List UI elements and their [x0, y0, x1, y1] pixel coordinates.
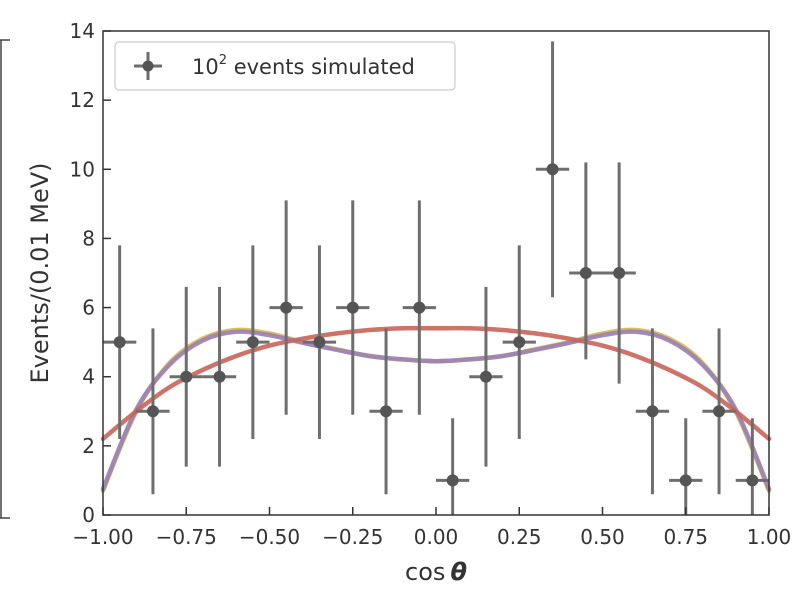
- point-marker: [413, 301, 426, 314]
- fit-curve-2: [100, 329, 772, 492]
- point-marker: [146, 405, 159, 418]
- legend-label-base: 10: [192, 55, 219, 79]
- point-marker: [113, 336, 126, 349]
- data-points: [103, 41, 769, 515]
- y-tick-label: 4: [82, 365, 95, 389]
- point-marker: [446, 474, 459, 487]
- data-point: [103, 245, 137, 439]
- x-tick-label: 1.00: [747, 525, 792, 549]
- data-point: [569, 162, 603, 360]
- point-marker: [579, 267, 592, 279]
- point-marker: [313, 336, 326, 349]
- legend: 102 events simulated: [114, 41, 456, 91]
- point-marker: [246, 336, 259, 349]
- x-axis-label: cos θ: [405, 558, 467, 586]
- data-point: [369, 328, 403, 495]
- x-axis-label-symbol: θ: [450, 558, 467, 586]
- data-point: [169, 286, 203, 467]
- data-point: [269, 200, 303, 415]
- x-tick-label: −0.75: [156, 525, 217, 549]
- y-tick-label: 6: [82, 296, 95, 320]
- x-tick-label: −0.50: [239, 525, 300, 549]
- data-point: [502, 245, 536, 439]
- x-axis-ticks: −1.00 −0.75 −0.50 −0.25 0.00 0.25 0.50 0.75 1.00: [72, 507, 791, 549]
- point-marker: [746, 474, 759, 487]
- data-point: [535, 41, 570, 298]
- x-tick-label: 0.50: [580, 525, 625, 549]
- x-tick-label: 0.75: [663, 525, 708, 549]
- y-axis-label: Events/(0.01 MeV): [26, 162, 54, 383]
- y-tick-label: 0: [82, 503, 95, 527]
- y-tick-label: 2: [82, 434, 95, 458]
- y-tick-label: 8: [82, 226, 95, 250]
- y-axis-ticks: 0 2 4 6 8 10 12 14: [70, 19, 111, 527]
- y-tick-label: 12: [70, 88, 95, 112]
- data-point: [602, 162, 636, 384]
- legend-label-sup: 2: [219, 53, 227, 68]
- point-marker: [479, 370, 492, 383]
- point-marker: [646, 405, 659, 418]
- point-marker: [546, 163, 559, 176]
- legend-marker-dot: [142, 60, 154, 72]
- y-tick-label: 14: [70, 19, 95, 43]
- data-point: [302, 245, 337, 439]
- x-tick-label: 0.25: [497, 525, 542, 549]
- point-marker: [180, 370, 193, 383]
- point-marker: [679, 474, 692, 487]
- point-marker: [380, 405, 393, 418]
- x-axis-label-text: cos: [405, 558, 445, 586]
- point-marker: [280, 301, 293, 314]
- point-marker: [346, 301, 359, 314]
- data-point: [669, 418, 703, 515]
- data-point: [635, 328, 670, 495]
- legend-label-rest: events simulated: [227, 55, 415, 79]
- data-point: [402, 200, 436, 415]
- data-point: [436, 418, 470, 515]
- point-marker: [613, 267, 626, 279]
- point-marker: [213, 370, 226, 383]
- data-point: [702, 328, 736, 495]
- data-point: [469, 286, 503, 467]
- point-marker: [713, 405, 726, 418]
- fit-curves: [100, 325, 772, 494]
- data-point: [236, 245, 270, 439]
- legend-box: [114, 41, 456, 91]
- point-marker: [513, 336, 526, 349]
- fit-curve-3: [100, 325, 772, 442]
- x-tick-label: −0.25: [322, 525, 383, 549]
- data-point: [336, 200, 370, 415]
- data-point: [136, 328, 170, 495]
- y-tick-label: 10: [70, 157, 95, 181]
- x-tick-label: 0.00: [414, 525, 459, 549]
- data-point: [735, 418, 769, 515]
- x-tick-label: −1.00: [72, 525, 133, 549]
- legend-label: 102 events simulated: [192, 53, 415, 79]
- plot-frame: [102, 30, 770, 516]
- data-point: [202, 286, 237, 467]
